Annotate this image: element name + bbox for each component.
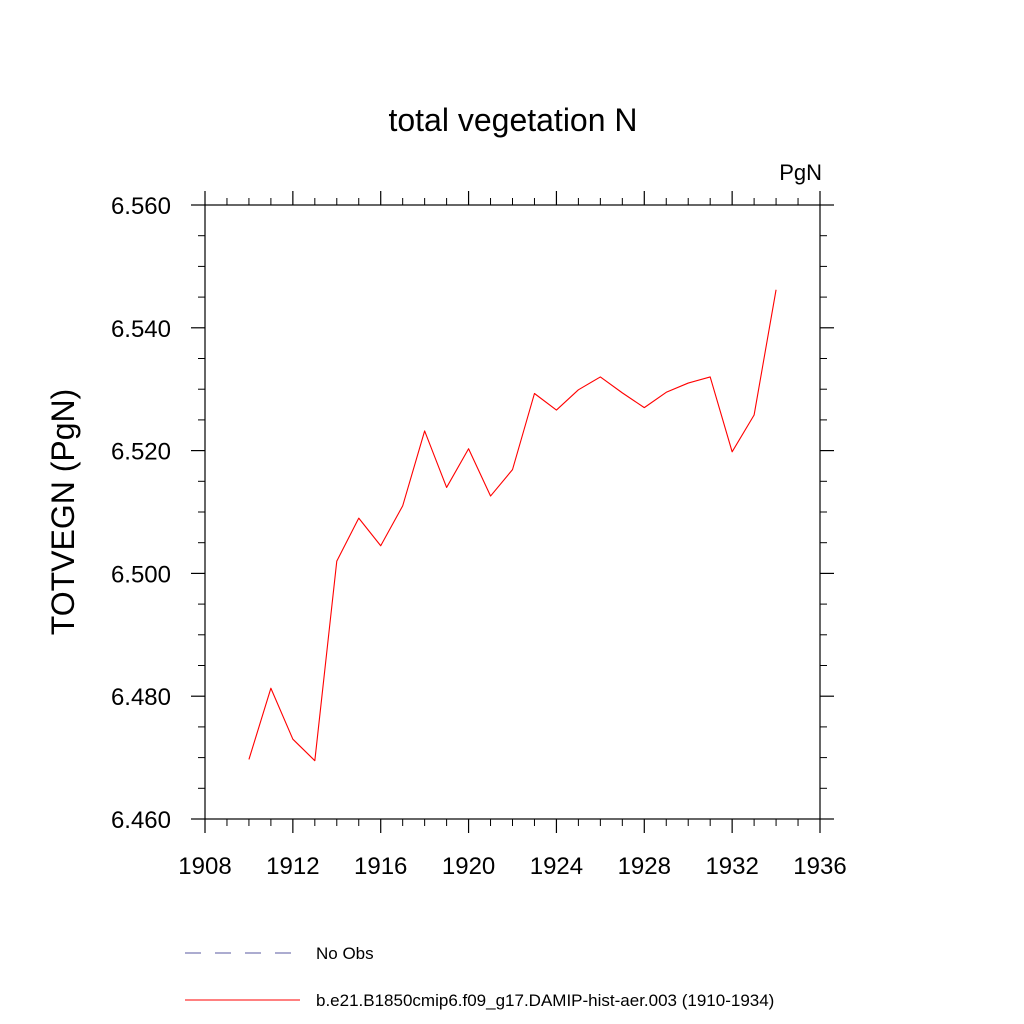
- y-tick-label: 6.560: [111, 193, 171, 220]
- legend-label-model: b.e21.B1850cmip6.f09_g17.DAMIP-hist-aer.…: [316, 991, 774, 1010]
- plot-frame: [204, 204, 821, 820]
- x-tick-label: 1936: [793, 853, 846, 880]
- x-tick-label: 1928: [618, 853, 671, 880]
- y-tick-label: 6.480: [111, 684, 171, 711]
- units-label: PgN: [779, 160, 822, 185]
- x-tick-labels: 1908 1912 1916 1920 1924 1928 1932 1936: [178, 853, 846, 880]
- x-tick-label: 1924: [530, 853, 583, 880]
- chart-title: total vegetation N: [388, 102, 637, 138]
- y-tick-label: 6.520: [111, 439, 171, 466]
- legend: No Obs b.e21.B1850cmip6.f09_g17.DAMIP-hi…: [185, 944, 774, 1010]
- series-layer: [248, 289, 777, 762]
- y-axis-label: TOTVEGN (PgN): [45, 389, 81, 636]
- x-tick-label: 1912: [266, 853, 319, 880]
- x-tick-label: 1920: [442, 853, 495, 880]
- x-tick-label: 1908: [178, 853, 231, 880]
- y-tick-label: 6.460: [111, 807, 171, 834]
- axis-ticks: [191, 191, 834, 833]
- x-tick-label: 1932: [705, 853, 758, 880]
- series-line-0: [248, 289, 777, 762]
- y-tick-labels: 6.460 6.480 6.500 6.520 6.540 6.560: [111, 193, 171, 834]
- y-tick-label: 6.500: [111, 561, 171, 588]
- legend-label-no-obs: No Obs: [316, 944, 374, 963]
- y-tick-label: 6.540: [111, 316, 171, 343]
- x-tick-label: 1916: [354, 853, 407, 880]
